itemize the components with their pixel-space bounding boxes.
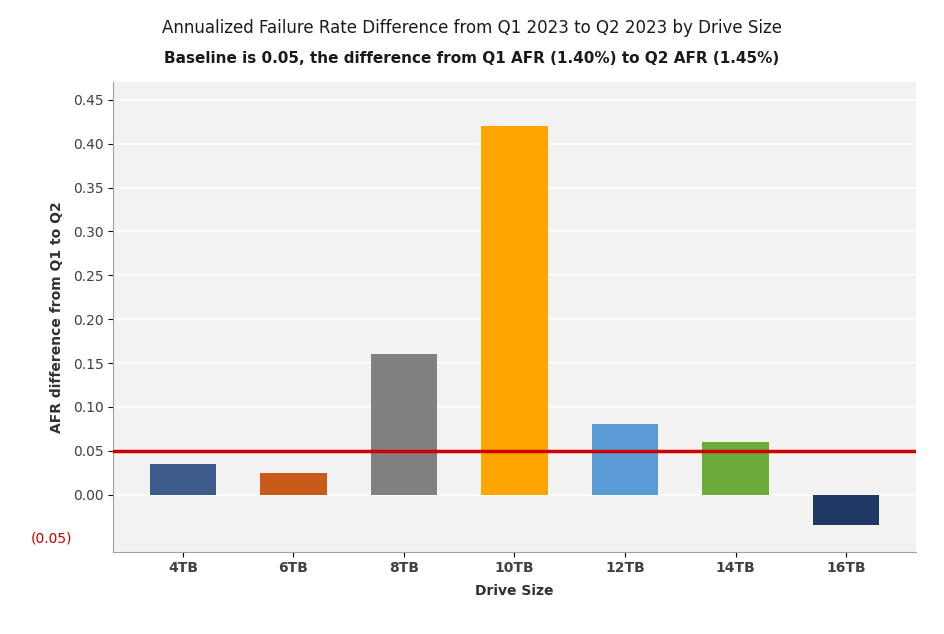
- Bar: [261, 473, 327, 495]
- Text: Baseline is 0.05, the difference from Q1 AFR (1.40%) to Q2 AFR (1.45%): Baseline is 0.05, the difference from Q1…: [164, 51, 780, 66]
- Y-axis label: AFR difference from Q1 to Q2: AFR difference from Q1 to Q2: [50, 201, 64, 433]
- Bar: [702, 442, 768, 495]
- Text: Annualized Failure Rate Difference from Q1 2023 to Q2 2023 by Drive Size: Annualized Failure Rate Difference from …: [162, 19, 782, 37]
- X-axis label: Drive Size: Drive Size: [475, 584, 554, 598]
- Bar: [592, 424, 658, 495]
- Text: (0.05): (0.05): [31, 531, 73, 545]
- Bar: [481, 126, 548, 495]
- Bar: [813, 495, 879, 526]
- Bar: [371, 354, 437, 495]
- Bar: [150, 464, 216, 495]
